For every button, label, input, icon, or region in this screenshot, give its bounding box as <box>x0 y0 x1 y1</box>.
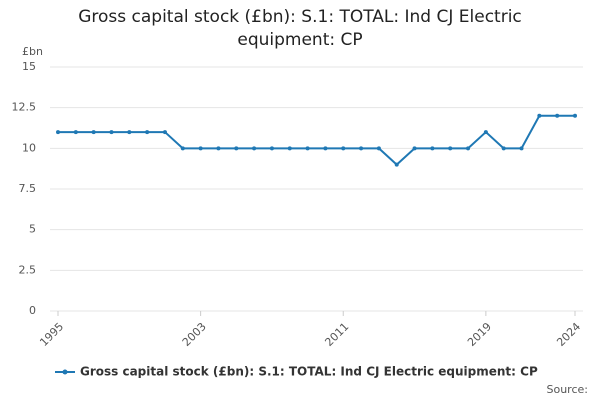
point <box>341 146 346 151</box>
point <box>323 146 328 151</box>
y-tick-label: 10 <box>22 141 36 154</box>
point <box>234 146 239 151</box>
x-tick-label: 1995 <box>37 320 66 349</box>
point <box>501 146 506 151</box>
point <box>109 130 114 135</box>
legend-label: Gross capital stock (£bn): S.1: TOTAL: I… <box>80 365 538 379</box>
x-tick-label: 2024 <box>554 320 583 349</box>
point <box>216 146 221 151</box>
point <box>269 146 274 151</box>
point <box>376 146 381 151</box>
point <box>91 130 96 135</box>
source: Source: <box>547 383 589 396</box>
point <box>448 146 453 151</box>
point <box>394 162 399 167</box>
point <box>180 146 185 151</box>
point <box>430 146 435 151</box>
point <box>252 146 257 151</box>
x-tick-label: 2003 <box>180 320 209 349</box>
point <box>466 146 471 151</box>
y-tick-label: 0 <box>29 304 36 317</box>
x-tick-label: 2011 <box>322 320 351 349</box>
chart-title: Gross capital stock (£bn): S.1: TOTAL: I… <box>78 7 522 50</box>
point <box>537 113 542 118</box>
point <box>287 146 292 151</box>
point <box>127 130 132 135</box>
point <box>519 146 524 151</box>
y-tick-label: 15 <box>22 60 36 73</box>
y-tick-label: 5 <box>29 223 36 236</box>
point <box>56 130 60 135</box>
point <box>573 113 577 118</box>
y-tick-label: 12.5 <box>12 101 37 114</box>
y-tick-label: 7.5 <box>19 182 37 195</box>
point <box>198 146 203 151</box>
y-unit-label: £bn <box>22 45 43 58</box>
point <box>359 146 364 151</box>
point <box>145 130 150 135</box>
point <box>555 113 560 118</box>
legend-swatch-point <box>62 369 68 375</box>
y-tick-label: 2.5 <box>19 263 37 276</box>
point <box>412 146 417 151</box>
point <box>483 130 488 135</box>
x-tick-label: 2019 <box>465 320 494 349</box>
point <box>162 130 167 135</box>
line <box>58 114 575 166</box>
point <box>73 130 78 135</box>
point <box>305 146 310 151</box>
